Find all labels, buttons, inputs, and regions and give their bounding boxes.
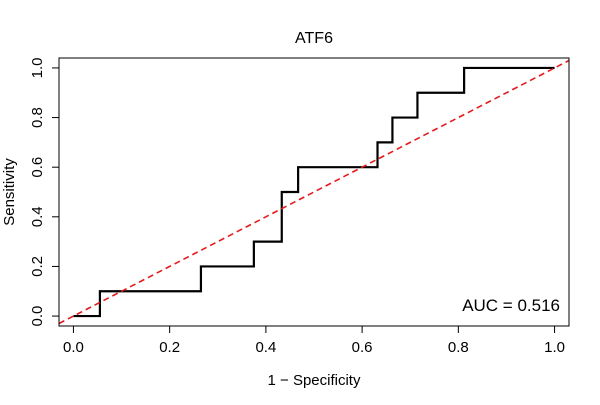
x-tick-label: 1.0 [544, 339, 565, 356]
y-tick-label: 0.8 [29, 107, 46, 128]
chart-title: ATF6 [295, 30, 333, 47]
y-axis-label: Sensitivity [1, 158, 18, 226]
x-tick-label: 0.2 [159, 339, 180, 356]
auc-annotation: AUC = 0.516 [462, 296, 560, 315]
plot-frame [58, 57, 570, 327]
plot-area: 0.0 0.2 0.4 0.6 0.8 1.0 0.0 0.2 0.4 0.6 0.8 1.0 AUC … [29, 57, 570, 356]
y-tick-label: 1.0 [29, 57, 46, 78]
x-tick-label: 0.6 [352, 339, 373, 356]
y-tick-label: 0.0 [29, 306, 46, 327]
x-tick-label: 0.0 [63, 339, 84, 356]
x-axis-label: 1 − Specificity [268, 372, 361, 389]
x-tick-label: 0.8 [448, 339, 469, 356]
y-tick-label: 0.4 [29, 206, 46, 227]
y-tick-label: 0.2 [29, 256, 46, 277]
roc-curve-line [73, 66, 555, 318]
reference-diagonal-line [59, 59, 569, 325]
y-tick-label: 0.6 [29, 157, 46, 178]
x-tick-label: 0.4 [255, 339, 276, 356]
